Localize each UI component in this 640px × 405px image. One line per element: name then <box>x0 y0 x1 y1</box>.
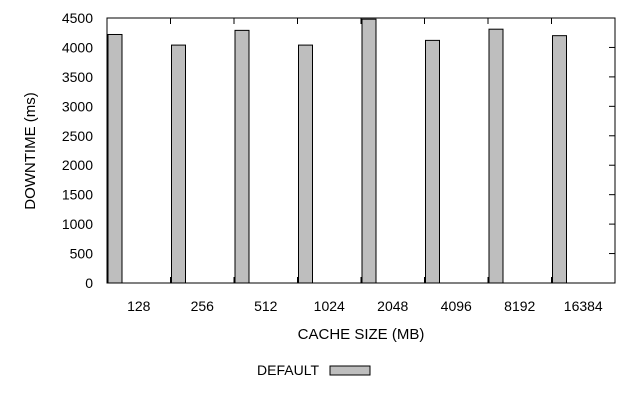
bar-1024 <box>298 44 313 284</box>
bar-8192 <box>488 28 504 284</box>
y-tick-label-5: 2500 <box>62 128 93 144</box>
x-tick-labels: 128 256 512 1024 2048 4096 8192 16384 <box>127 298 603 314</box>
x-tick-label-1024: 1024 <box>314 298 345 314</box>
x-axis-label: CACHE SIZE (MB) <box>298 326 425 343</box>
x-tick-label-512: 512 <box>254 298 278 314</box>
legend: DEFAULT <box>257 362 371 378</box>
legend-swatch-default <box>329 365 371 376</box>
x-tick-label-16384: 16384 <box>564 298 603 314</box>
y-tick-labels: 0 500 1000 1500 2000 2500 3000 3500 4000 4500 <box>62 10 93 291</box>
y-axis-label: DOWNTIME (ms) <box>22 92 39 209</box>
x-tick-label-128: 128 <box>127 298 151 314</box>
bars <box>107 18 567 284</box>
y-tick-label-4: 2000 <box>62 157 93 173</box>
bar-256 <box>171 44 186 284</box>
y-tick-label-7: 3500 <box>62 69 93 85</box>
bar-128 <box>107 33 123 284</box>
x-tick-label-256: 256 <box>191 298 215 314</box>
bar-2048 <box>361 18 377 284</box>
y-tick-label-9: 4500 <box>62 10 93 26</box>
y-tick-label-6: 3000 <box>62 98 93 114</box>
y-tick-label-1: 500 <box>70 246 94 262</box>
x-tick-label-2048: 2048 <box>377 298 408 314</box>
legend-label-default: DEFAULT <box>257 362 319 378</box>
y-tick-label-0: 0 <box>85 275 93 291</box>
bar-16384 <box>552 35 567 284</box>
x-tick-label-4096: 4096 <box>441 298 472 314</box>
bar-4096 <box>425 39 440 284</box>
bar-512 <box>234 29 250 284</box>
x-tick-label-8192: 8192 <box>504 298 535 314</box>
y-tick-label-8: 4000 <box>62 39 93 55</box>
y-tick-label-3: 1500 <box>62 187 93 203</box>
y-tick-label-2: 1000 <box>62 216 93 232</box>
